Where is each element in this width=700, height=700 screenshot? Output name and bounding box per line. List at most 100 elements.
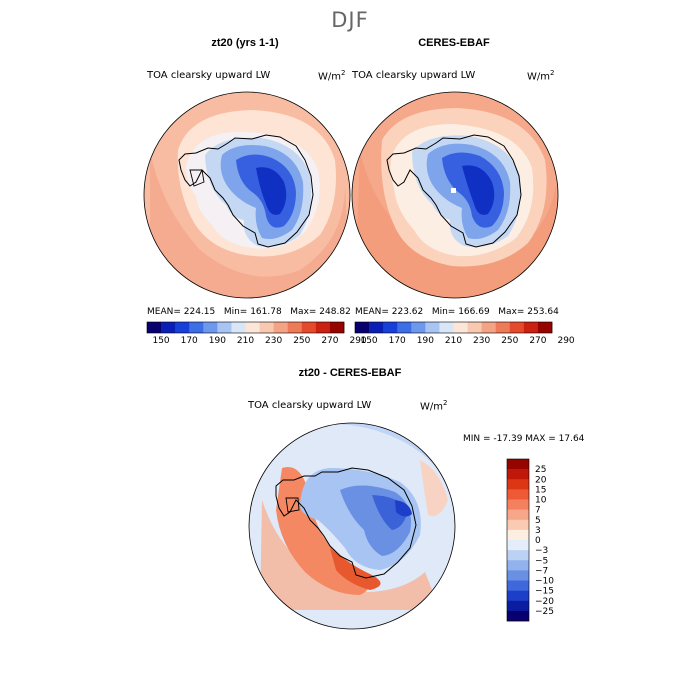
panel2-units: W/m2 (527, 69, 555, 83)
panel1-colorbar-tick-label: 170 (181, 336, 198, 346)
panel1-map-border (143, 91, 351, 299)
panel2-colorbar: 150 170 190 210 230 250 270 290 (354, 321, 575, 346)
panel1-colorbar-swatch (147, 322, 162, 333)
panel1-colorbar-tick-label: 190 (209, 336, 226, 346)
panel2-stats: MEAN= 223.62 Min= 166.69 Max= 253.64 (355, 307, 559, 317)
diff-colorbar-swatch (507, 459, 529, 470)
panel2-colorbar-swatch (509, 322, 525, 333)
diff-colorbar-swatch (507, 529, 529, 541)
panel2-colorbar-tick-label: 170 (389, 336, 406, 346)
panel1-colorbar-swatch (231, 322, 246, 333)
diff-colorbar-swatch (507, 580, 529, 591)
diff-colorbar-swatch (507, 489, 529, 500)
panel1-max: Max= 248.82 (290, 307, 351, 317)
diff-colorbar-tick-label: −3 (535, 546, 548, 556)
diff-colorbar-tick-label: 7 (535, 506, 541, 516)
diff-colorbar-swatch (507, 610, 529, 622)
panel1-colorbar-tick-label: 150 (152, 336, 169, 346)
panel1-mean: MEAN= 224.15 (147, 307, 216, 317)
panel2-colorbar-swatch (369, 322, 384, 333)
panel1-colorbar-swatch (203, 322, 218, 333)
panel1-colorbar-tick-label: 210 (237, 336, 254, 346)
diff-colorbar-swatch (507, 479, 529, 490)
panel2-colorbar-swatch (355, 322, 370, 333)
panel1-title: zt20 (yrs 1-1) (211, 37, 279, 49)
diff-colorbar-tick-label: −25 (535, 607, 554, 617)
panel2-colorbar-tick-label: 270 (529, 336, 546, 346)
panel2-colorbar-tick-label: 190 (417, 336, 434, 346)
panel1-colorbar-swatch (287, 322, 303, 333)
diff-colorbar-tick-label: −7 (535, 566, 548, 576)
diff-colorbar-tick-label: 0 (535, 536, 541, 546)
panel1-units: W/m2 (318, 69, 346, 83)
panel2-colorbar-tick-label: 150 (360, 336, 377, 346)
panel1-min: Min= 161.78 (223, 307, 282, 317)
diff-colorbar-tick-label: 20 (535, 475, 547, 485)
panel2-colorbar-swatch (439, 322, 454, 333)
diff-colorbar-swatch (507, 560, 529, 571)
panel2-min: Min= 166.69 (431, 307, 490, 317)
panel1-colorbar-swatch (217, 322, 232, 333)
panel2-colorbar-tick-label: 230 (473, 336, 490, 346)
panel2-colorbar-swatch (425, 322, 440, 333)
panel2-mean: MEAN= 223.62 (355, 307, 424, 317)
diff-colorbar-swatch (507, 590, 529, 602)
panel1-colorbar-tick-label: 290 (349, 336, 366, 346)
panel2-colorbar-swatch (411, 322, 426, 333)
season-title: DJF (331, 8, 369, 32)
panel1-colorbar-swatch (245, 322, 260, 333)
panel1-stats: MEAN= 224.15 Min= 161.78 Max= 248.82 (147, 307, 351, 317)
panel2-colorbar-swatch (397, 322, 412, 333)
panel1-colorbar-tick-label: 270 (321, 336, 338, 346)
panel2-colorbar-tick-label: 210 (445, 336, 462, 346)
panel1-colorbar-swatch (301, 322, 317, 333)
panel2-colorbar-swatch (523, 322, 539, 333)
panel2-colorbar-tick-label: 290 (557, 336, 574, 346)
panel2-colorbar-swatch (383, 322, 398, 333)
diff-colorbar-swatch (507, 540, 529, 551)
panel1-colorbar-swatch (189, 322, 204, 333)
diff-colorbar-tick-label: 3 (535, 526, 541, 536)
diff-colorbar-tick-label: −10 (535, 577, 554, 587)
panel2-colorbar-swatch (453, 322, 468, 333)
panel1-colorbar-frame (146, 321, 345, 334)
panel2-colorbar-swatch (537, 322, 553, 333)
diff-colorbar-tick-label: 25 (535, 465, 546, 475)
diff-colorbar-tick-label: 5 (535, 516, 541, 526)
diff-colorbar-tick-label: −5 (535, 556, 548, 566)
diff-colorbar-swatch (507, 570, 529, 581)
diff-colorbar-tick-label: 15 (535, 485, 546, 495)
panel1-colorbar-swatch (315, 322, 331, 333)
panel1-variable: TOA clearsky upward LW (147, 70, 271, 81)
panel1-colorbar-swatch (259, 322, 274, 333)
panel2-map-border (351, 91, 559, 299)
diff-title: zt20 - CERES-EBAF (298, 367, 402, 379)
diff-map (249, 423, 455, 629)
panel2-colorbar-swatch (467, 322, 482, 333)
panel1-map (144, 92, 350, 298)
diff-colorbar-swatch (507, 519, 529, 531)
diff-colorbar-tick-label: −20 (535, 597, 554, 607)
diff-units: W/m2 (420, 399, 448, 413)
diff-colorbar-swatch (507, 509, 529, 521)
diff-map-border (248, 422, 456, 630)
panel1-colorbar-swatch (161, 322, 176, 333)
panel2-colorbar-tick-label: 250 (501, 336, 518, 346)
panel1-colorbar-tick-label: 250 (293, 336, 310, 346)
diff-colorbar-frame (506, 458, 530, 622)
diff-colorbar-swatch (507, 469, 529, 480)
diff-variable: TOA clearsky upward LW (248, 400, 372, 411)
diff-colorbar-swatch (507, 600, 529, 612)
panel2-max: Max= 253.64 (498, 307, 559, 317)
diff-minmax: MIN = -17.39 MAX = 17.64 (463, 434, 585, 444)
panel1-colorbar-tick-label: 230 (265, 336, 282, 346)
panel2-map (352, 92, 558, 298)
panel2-colorbar-swatch (481, 322, 497, 333)
diff-colorbar-tick-label: 10 (535, 496, 547, 506)
panel2-variable: TOA clearsky upward LW (352, 70, 476, 81)
diff-colorbar-swatch (507, 499, 529, 510)
panel2-colorbar-swatch (495, 322, 511, 333)
diff-colorbar-swatch (507, 550, 529, 561)
